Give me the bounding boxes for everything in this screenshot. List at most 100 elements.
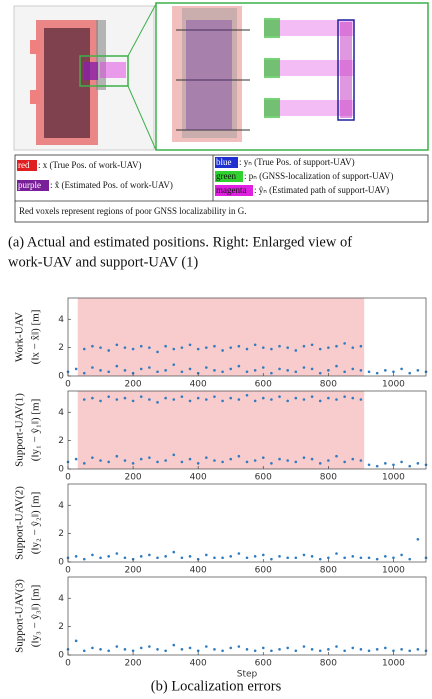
point <box>180 648 184 651</box>
point <box>107 349 110 352</box>
point <box>400 648 403 651</box>
point <box>351 346 355 349</box>
point <box>237 552 241 555</box>
x-tick-label: 800 <box>320 659 337 669</box>
point <box>123 556 127 560</box>
point <box>115 343 119 347</box>
point <box>278 648 281 651</box>
point <box>172 550 176 554</box>
legend-table: red : x (True Pos. of work-UAV) purple :… <box>14 154 429 223</box>
point <box>416 462 420 465</box>
point <box>302 398 306 401</box>
point <box>318 462 322 465</box>
point <box>253 555 257 558</box>
point <box>343 370 346 374</box>
point <box>343 395 346 398</box>
point <box>82 398 86 401</box>
point <box>318 399 322 403</box>
point <box>327 556 330 560</box>
point <box>205 456 208 459</box>
overview-render <box>13 3 157 151</box>
axes-frame <box>67 483 427 563</box>
point <box>237 344 241 348</box>
point <box>115 454 119 458</box>
point <box>261 346 265 349</box>
point <box>270 462 273 465</box>
point <box>229 396 233 400</box>
point <box>237 398 241 401</box>
point <box>384 462 387 465</box>
caption-a: (a) Actual and estimated positions. Righ… <box>8 234 352 250</box>
point <box>261 646 265 650</box>
point <box>359 369 363 372</box>
point <box>188 367 192 371</box>
point <box>278 344 281 348</box>
point <box>351 367 355 371</box>
point <box>384 646 387 650</box>
point <box>164 396 167 400</box>
point <box>91 646 94 650</box>
x-tick-label: 200 <box>124 380 141 390</box>
point <box>237 364 241 368</box>
y-axis-label: (‖y₂ − ŷ₂‖) [m] <box>30 492 42 555</box>
point <box>123 346 127 349</box>
point <box>205 645 208 648</box>
point <box>245 648 249 651</box>
point <box>302 456 306 459</box>
y-axis-label: Work-UAV <box>14 312 26 362</box>
x-tick-label: 800 <box>320 566 337 576</box>
point <box>359 556 363 560</box>
point <box>302 366 306 369</box>
point <box>74 555 78 558</box>
y-axis-label: (‖x − x̂‖) [m] <box>30 310 42 365</box>
point <box>180 370 184 374</box>
point <box>318 371 322 375</box>
point <box>286 346 289 349</box>
y-tick-label: 0 <box>58 651 64 661</box>
point <box>302 645 306 648</box>
point <box>131 649 135 653</box>
x-tick-label: 400 <box>190 380 207 390</box>
point <box>156 350 159 354</box>
point <box>343 556 346 560</box>
point <box>327 648 330 651</box>
axes-frame <box>67 576 427 656</box>
point <box>351 396 355 400</box>
x-tick-label: 200 <box>124 566 141 576</box>
point <box>229 646 233 650</box>
y-tick-label: 2 <box>58 436 64 446</box>
point <box>107 649 110 653</box>
point <box>270 557 273 561</box>
point <box>351 457 355 461</box>
point <box>107 555 110 558</box>
point <box>164 459 167 462</box>
point <box>294 556 298 560</box>
point <box>115 645 119 648</box>
point <box>123 459 127 462</box>
point <box>416 648 420 651</box>
point <box>99 346 102 349</box>
point <box>213 556 216 560</box>
point <box>82 347 86 351</box>
x-tick-label: 600 <box>255 473 272 483</box>
point <box>359 398 363 401</box>
x-tick-label: 600 <box>255 566 272 576</box>
x-tick-label: 400 <box>190 659 207 669</box>
point <box>99 459 102 462</box>
point <box>335 344 338 348</box>
point <box>123 369 127 372</box>
point <box>139 395 143 398</box>
point <box>123 648 127 651</box>
point <box>156 370 159 374</box>
x-tick-label: 0 <box>65 566 71 576</box>
point <box>294 396 298 400</box>
point <box>335 398 338 401</box>
point <box>286 646 289 650</box>
point <box>172 398 176 401</box>
y-tick-label: 0 <box>58 372 64 382</box>
y-tick-label: 2 <box>58 529 64 539</box>
point <box>115 398 119 401</box>
point <box>367 556 371 560</box>
point <box>253 649 257 653</box>
point <box>375 464 379 468</box>
